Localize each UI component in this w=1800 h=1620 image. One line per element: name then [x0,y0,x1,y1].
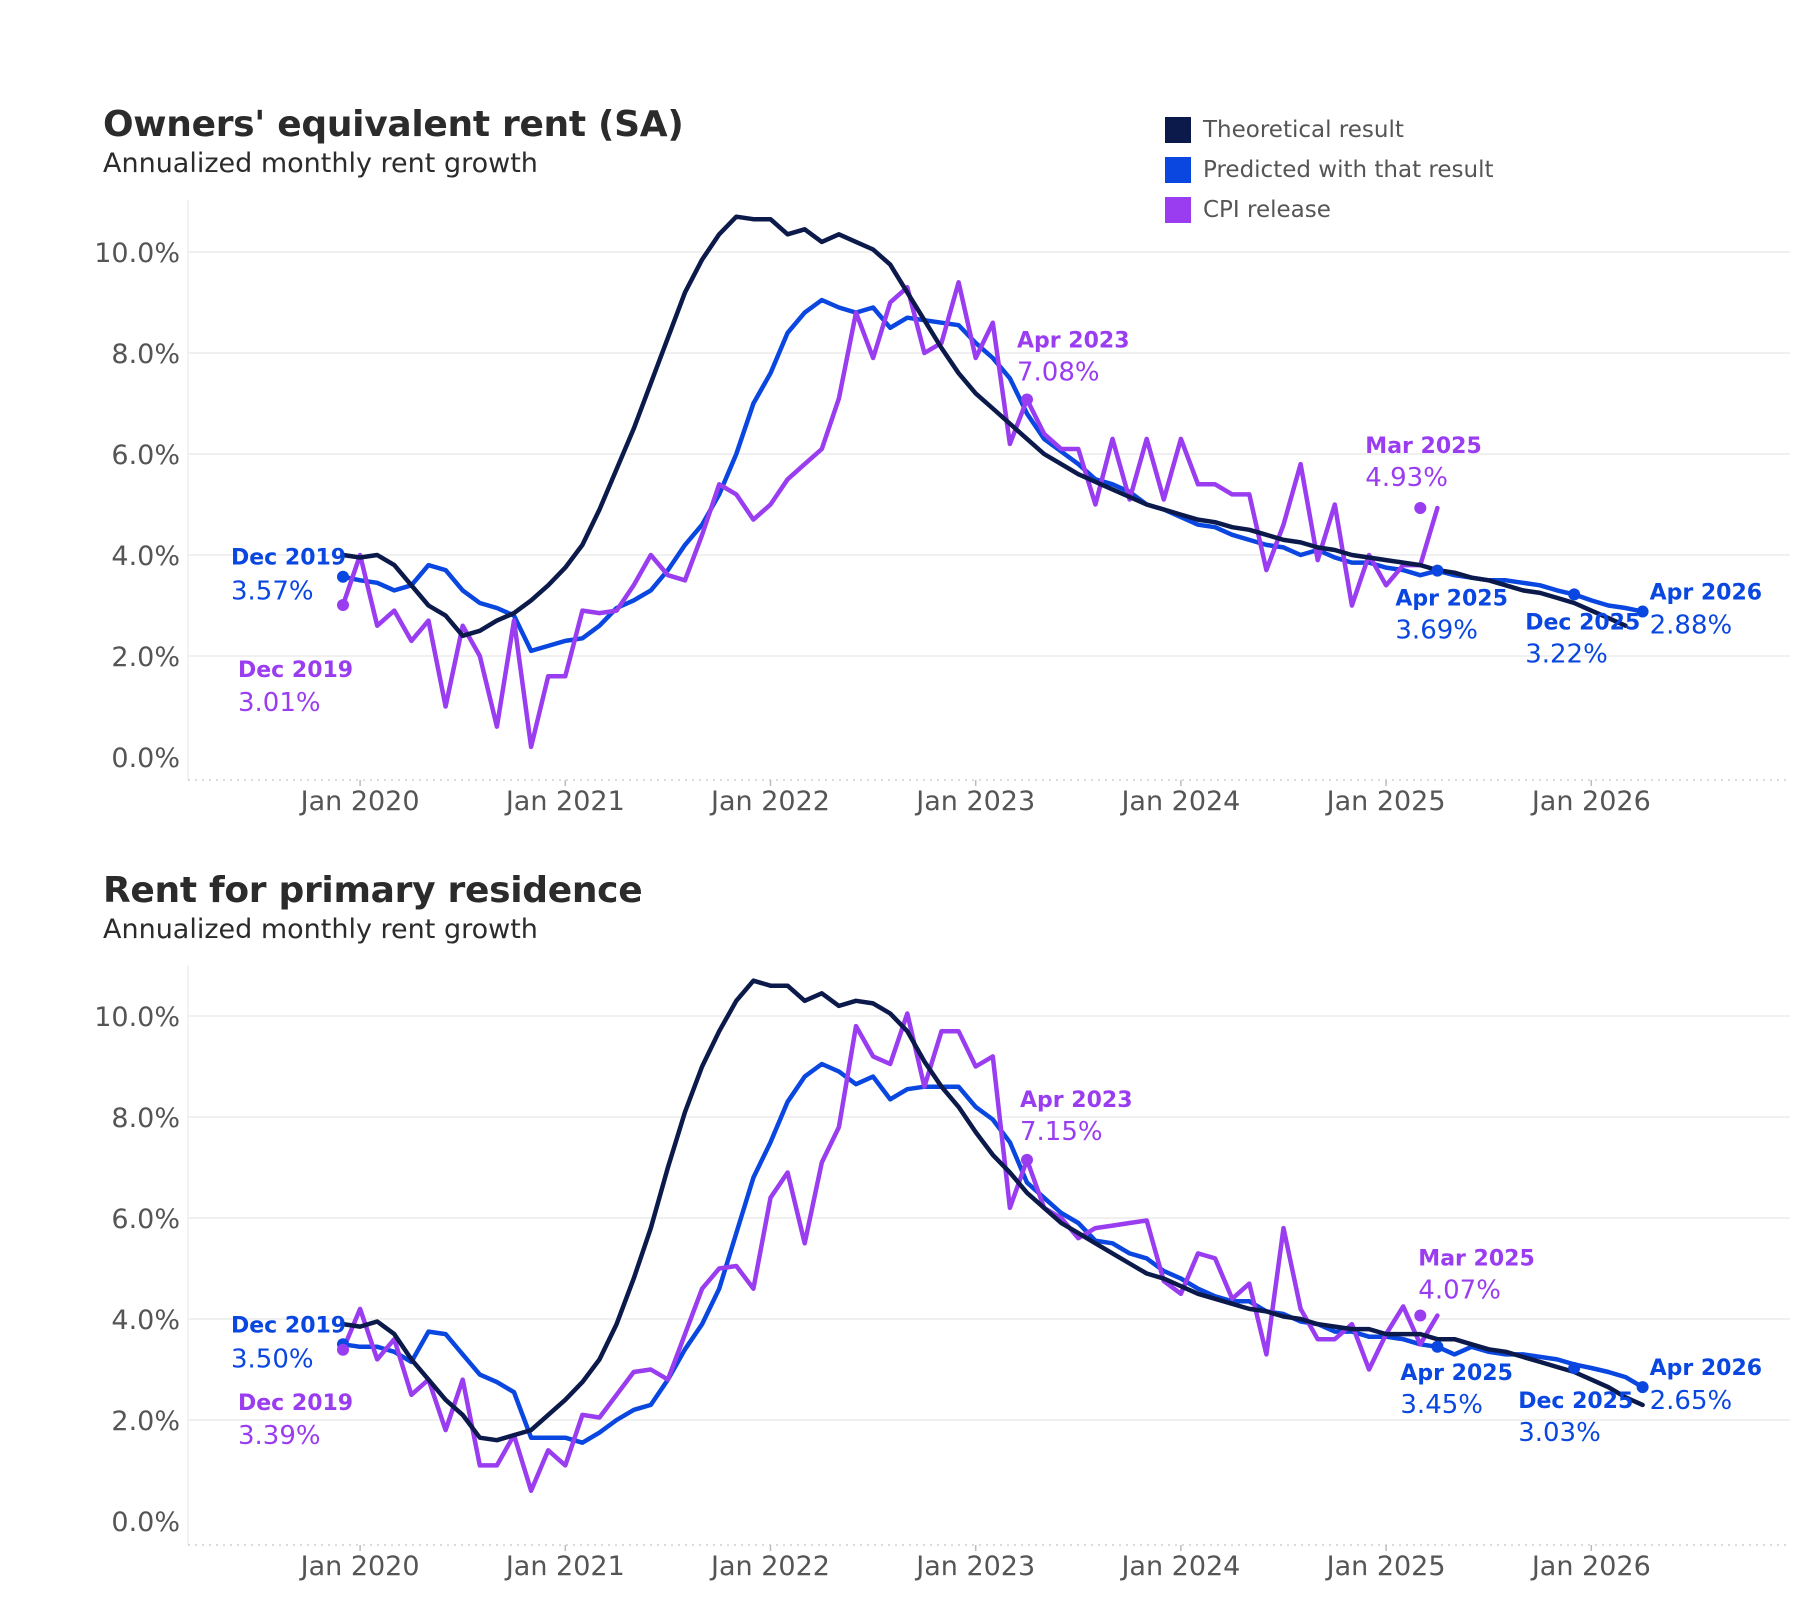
annotation-date: Dec 2019 [231,1313,346,1338]
annotation-date: Mar 2025 [1418,1246,1534,1271]
legend: Theoretical result Predicted with that r… [1165,110,1493,230]
y-tick-label: 8.0% [111,1103,180,1134]
annotation-value: 2.88% [1650,611,1733,641]
legend-swatch-cpi [1165,197,1191,223]
y-tick-label: 4.0% [111,1305,180,1336]
y-tick-label: 0.0% [111,743,180,774]
annotation-date: Dec 2019 [238,658,353,683]
annotation-point [1414,502,1427,515]
legend-label: Predicted with that result [1203,157,1494,183]
legend-swatch-predicted [1165,157,1191,183]
annotation-date: Apr 2026 [1650,1356,1763,1381]
annotation-date: Apr 2023 [1020,1088,1133,1113]
annotation-date: Apr 2026 [1650,581,1763,606]
annotation-value: 3.69% [1395,616,1478,646]
x-tick-label: Jan 2020 [299,1551,420,1582]
x-tick-label: Jan 2021 [504,786,625,817]
annotation-point [337,1343,349,1356]
annotation-value: 4.93% [1365,463,1448,493]
annotation-date: Mar 2025 [1365,434,1481,459]
annotation-value: 3.39% [238,1421,321,1451]
legend-item-predicted: Predicted with that result [1165,150,1493,190]
annotation-point [1636,1381,1649,1394]
annotation-point [337,570,349,583]
rent-chart: 0.0% 2.0% 4.0% 6.0% 8.0% 10.0% Jan 2020 Jan 202… [94,965,1790,1582]
annotation-point [1568,588,1581,601]
y-tick-label: 4.0% [111,541,180,572]
series-line-predicted-with-that-result [340,1061,1645,1445]
legend-item-theoretical: Theoretical result [1165,110,1493,150]
annotation-value: 7.15% [1020,1117,1103,1147]
annotation-point [1021,1153,1033,1166]
y-tick-label: 10.0% [94,1002,180,1033]
series-line-cpi-release [340,1011,1440,1493]
y-tick-label: 2.0% [111,1406,180,1437]
annotation-date: Dec 2025 [1525,610,1640,635]
x-tick-label: Jan 2026 [1530,786,1651,817]
annotation-point [1414,1309,1427,1322]
annotation-value: 3.57% [231,577,314,607]
series-line-theoretical-result [340,978,1645,1443]
legend-item-cpi: CPI release [1165,190,1493,230]
y-tick-label: 8.0% [111,339,180,370]
y-tick-label: 0.0% [111,1507,180,1538]
x-tick-label: Jan 2022 [709,1551,830,1582]
annotation-value: 3.45% [1400,1390,1483,1420]
oer-chart: 0.0% 2.0% 4.0% 6.0% 8.0% 10.0% Jan 2020 Jan 202… [94,200,1790,817]
y-tick-label: 6.0% [111,1204,180,1235]
annotation-value: 3.22% [1525,639,1608,669]
x-tick-label: Jan 2025 [1325,786,1446,817]
legend-swatch-theoretical [1165,117,1191,143]
x-tick-label: Jan 2024 [1119,786,1240,817]
series-line-cpi-release [340,280,1440,750]
y-tick-label: 2.0% [111,642,180,673]
x-tick-label: Jan 2023 [914,786,1035,817]
annotation-date: Apr 2025 [1400,1361,1513,1386]
annotation-date: Dec 2019 [238,1391,353,1416]
annotation-value: 4.07% [1418,1275,1501,1305]
annotation-date: Apr 2023 [1017,328,1130,353]
annotation-value: 3.01% [238,688,321,718]
chart2-subtitle: Annualized monthly rent growth [103,914,538,945]
annotation-point [1568,1361,1581,1374]
annotation-point [337,598,349,611]
chart1-title: Owners' equivalent rent (SA) [103,104,684,145]
annotation-value: 7.08% [1017,357,1100,387]
annotation-point [1021,393,1033,406]
x-tick-label: Jan 2020 [299,786,420,817]
series-line-theoretical-result [340,214,1628,639]
chart1-subtitle: Annualized monthly rent growth [103,148,538,179]
x-tick-label: Jan 2021 [504,1551,625,1582]
x-tick-label: Jan 2022 [709,786,830,817]
y-tick-label: 6.0% [111,440,180,471]
legend-label: Theoretical result [1203,117,1404,143]
annotation-value: 3.03% [1518,1418,1601,1448]
chart2-title: Rent for primary residence [103,870,643,911]
annotation-point [1636,605,1649,618]
annotation-value: 3.50% [231,1344,314,1374]
annotation-point [1431,564,1444,577]
annotation-value: 2.65% [1650,1386,1733,1416]
x-tick-label: Jan 2025 [1325,1551,1446,1582]
annotation-date: Dec 2025 [1518,1389,1633,1414]
y-tick-label: 10.0% [94,238,180,269]
legend-label: CPI release [1203,197,1331,223]
x-tick-label: Jan 2024 [1119,1551,1240,1582]
annotation-point [1431,1340,1444,1353]
annotation-date: Dec 2019 [231,546,346,571]
series-line-predicted-with-that-result [340,297,1645,654]
x-tick-label: Jan 2023 [914,1551,1035,1582]
x-tick-label: Jan 2026 [1530,1551,1651,1582]
annotation-date: Apr 2025 [1395,587,1508,612]
